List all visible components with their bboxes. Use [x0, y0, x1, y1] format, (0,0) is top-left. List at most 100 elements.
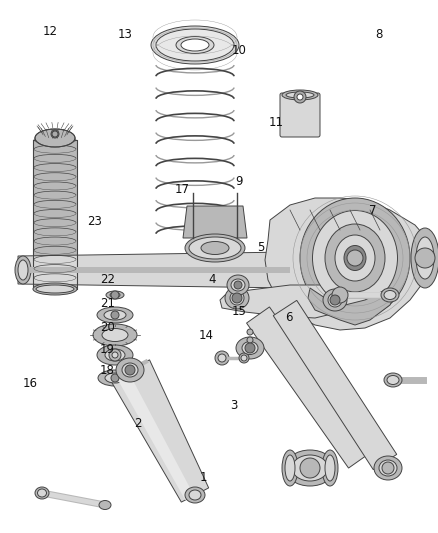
- Polygon shape: [220, 285, 345, 318]
- Circle shape: [347, 250, 363, 266]
- Ellipse shape: [332, 287, 348, 303]
- Text: 11: 11: [268, 116, 283, 129]
- Ellipse shape: [387, 376, 399, 384]
- Text: 6: 6: [285, 311, 293, 324]
- Ellipse shape: [374, 456, 402, 480]
- Ellipse shape: [411, 228, 438, 288]
- Circle shape: [125, 365, 135, 375]
- Ellipse shape: [384, 373, 402, 387]
- Ellipse shape: [18, 260, 28, 280]
- Ellipse shape: [15, 256, 31, 284]
- Ellipse shape: [286, 92, 314, 98]
- Circle shape: [234, 281, 242, 289]
- Polygon shape: [273, 301, 397, 470]
- Polygon shape: [183, 206, 247, 238]
- Ellipse shape: [325, 224, 385, 292]
- Text: 1: 1: [200, 471, 208, 483]
- Ellipse shape: [36, 285, 74, 293]
- Circle shape: [109, 349, 121, 361]
- Ellipse shape: [105, 349, 125, 361]
- Ellipse shape: [98, 370, 132, 386]
- Ellipse shape: [176, 36, 214, 53]
- Ellipse shape: [300, 198, 410, 318]
- Ellipse shape: [116, 358, 144, 382]
- Polygon shape: [33, 140, 77, 287]
- Text: 19: 19: [100, 343, 115, 356]
- Circle shape: [111, 291, 119, 299]
- Ellipse shape: [227, 275, 249, 295]
- Ellipse shape: [292, 455, 328, 481]
- Polygon shape: [110, 360, 208, 502]
- Ellipse shape: [231, 279, 245, 291]
- Circle shape: [382, 462, 394, 474]
- Ellipse shape: [335, 235, 375, 281]
- Text: 3: 3: [231, 399, 238, 411]
- Circle shape: [218, 354, 226, 362]
- Text: 7: 7: [368, 204, 376, 217]
- Ellipse shape: [97, 345, 133, 365]
- Ellipse shape: [325, 455, 335, 481]
- FancyBboxPatch shape: [280, 93, 320, 137]
- Ellipse shape: [328, 293, 342, 307]
- Ellipse shape: [201, 241, 229, 254]
- Circle shape: [215, 351, 229, 365]
- Circle shape: [330, 295, 340, 305]
- Circle shape: [300, 458, 320, 478]
- Polygon shape: [18, 252, 310, 288]
- Circle shape: [241, 355, 247, 361]
- Text: 9: 9: [235, 175, 243, 188]
- Ellipse shape: [156, 29, 234, 61]
- Polygon shape: [18, 267, 290, 273]
- Text: 2: 2: [134, 417, 142, 430]
- Ellipse shape: [99, 500, 111, 510]
- Ellipse shape: [110, 293, 120, 297]
- Text: 8: 8: [375, 28, 382, 41]
- Ellipse shape: [104, 310, 126, 320]
- Circle shape: [294, 91, 306, 103]
- Ellipse shape: [106, 291, 124, 299]
- Ellipse shape: [181, 39, 209, 51]
- Text: 14: 14: [198, 329, 213, 342]
- Text: 22: 22: [100, 273, 115, 286]
- Ellipse shape: [38, 489, 46, 497]
- Polygon shape: [117, 371, 194, 500]
- Ellipse shape: [105, 373, 125, 383]
- Ellipse shape: [236, 337, 264, 359]
- Ellipse shape: [384, 290, 396, 300]
- Polygon shape: [265, 198, 430, 330]
- Ellipse shape: [282, 450, 298, 486]
- Circle shape: [111, 374, 119, 382]
- Ellipse shape: [322, 450, 338, 486]
- Text: 20: 20: [100, 321, 115, 334]
- Text: 5: 5: [257, 241, 264, 254]
- Ellipse shape: [242, 342, 258, 354]
- Ellipse shape: [185, 487, 205, 503]
- Text: 21: 21: [100, 297, 115, 310]
- Circle shape: [247, 345, 253, 351]
- Circle shape: [297, 94, 303, 100]
- Circle shape: [245, 343, 255, 353]
- Text: 17: 17: [174, 183, 189, 196]
- Polygon shape: [282, 95, 318, 135]
- Circle shape: [247, 329, 253, 335]
- Ellipse shape: [282, 90, 318, 100]
- Ellipse shape: [285, 455, 295, 481]
- Ellipse shape: [35, 487, 49, 499]
- Ellipse shape: [189, 237, 241, 259]
- Text: 12: 12: [43, 26, 58, 38]
- Ellipse shape: [285, 450, 335, 486]
- Ellipse shape: [416, 237, 434, 279]
- Ellipse shape: [225, 287, 249, 309]
- Text: 15: 15: [231, 305, 246, 318]
- Ellipse shape: [33, 283, 77, 295]
- Circle shape: [111, 311, 119, 319]
- Ellipse shape: [151, 26, 239, 64]
- Ellipse shape: [185, 234, 245, 262]
- Circle shape: [232, 293, 242, 303]
- Ellipse shape: [35, 129, 75, 147]
- Ellipse shape: [344, 246, 366, 271]
- Ellipse shape: [189, 490, 201, 500]
- Ellipse shape: [97, 307, 133, 323]
- Text: 10: 10: [231, 44, 246, 57]
- Ellipse shape: [323, 289, 347, 311]
